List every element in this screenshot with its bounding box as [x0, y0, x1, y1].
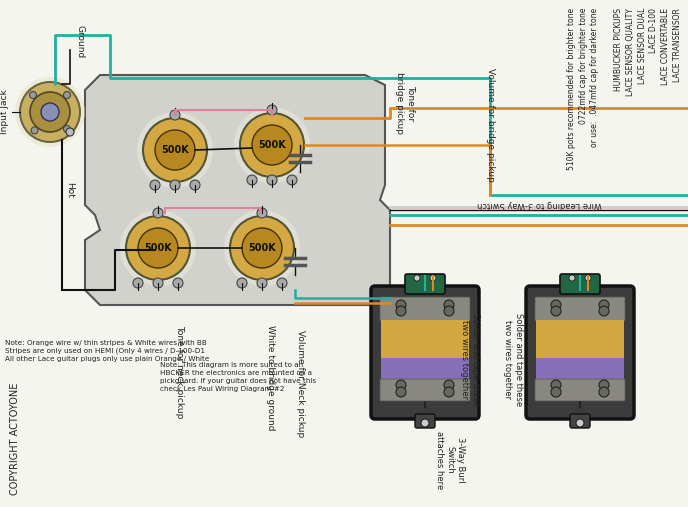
- Circle shape: [41, 103, 59, 121]
- Circle shape: [155, 130, 195, 170]
- Text: Volume for bridge pickup: Volume for bridge pickup: [486, 68, 495, 182]
- FancyBboxPatch shape: [381, 320, 469, 358]
- FancyBboxPatch shape: [526, 286, 634, 419]
- Circle shape: [138, 228, 178, 268]
- Text: Wire Leading to 3-Way Switch: Wire Leading to 3-Way Switch: [477, 200, 603, 209]
- Circle shape: [247, 175, 257, 185]
- Circle shape: [444, 300, 454, 310]
- Circle shape: [153, 278, 163, 288]
- FancyBboxPatch shape: [570, 414, 590, 428]
- Circle shape: [444, 387, 454, 397]
- Circle shape: [230, 216, 294, 280]
- Circle shape: [153, 208, 163, 218]
- Circle shape: [287, 175, 297, 185]
- Circle shape: [599, 380, 609, 390]
- Circle shape: [551, 306, 561, 316]
- FancyBboxPatch shape: [380, 379, 470, 401]
- Polygon shape: [85, 75, 390, 305]
- Circle shape: [421, 419, 429, 427]
- Text: Note: This diagram is more suited to an
HBCKER the electronics are mounted on a
: Note: This diagram is more suited to an …: [160, 362, 316, 392]
- FancyBboxPatch shape: [560, 274, 600, 294]
- Circle shape: [576, 419, 584, 427]
- Circle shape: [63, 125, 70, 132]
- Circle shape: [30, 92, 70, 132]
- Text: Tone for neck pickup: Tone for neck pickup: [175, 325, 184, 418]
- Circle shape: [126, 216, 190, 280]
- Text: Solder and tape these
two wires together: Solder and tape these two wires together: [460, 313, 480, 407]
- Text: Hot: Hot: [65, 182, 74, 198]
- FancyBboxPatch shape: [536, 320, 624, 358]
- Text: 510K pots recommended for brighter tone
0722mfd cap for brighter tone
or use:  .: 510K pots recommended for brighter tone …: [567, 8, 682, 170]
- Circle shape: [190, 180, 200, 190]
- Circle shape: [551, 380, 561, 390]
- Circle shape: [267, 175, 277, 185]
- Circle shape: [599, 300, 609, 310]
- Circle shape: [569, 275, 575, 281]
- Circle shape: [63, 92, 70, 98]
- Circle shape: [444, 380, 454, 390]
- Circle shape: [237, 278, 247, 288]
- Circle shape: [31, 127, 38, 134]
- Circle shape: [414, 275, 420, 281]
- Circle shape: [551, 300, 561, 310]
- Circle shape: [66, 128, 74, 136]
- Circle shape: [20, 82, 80, 142]
- Circle shape: [257, 278, 267, 288]
- Circle shape: [585, 275, 591, 281]
- Text: Input Jack: Input Jack: [1, 90, 10, 134]
- FancyBboxPatch shape: [371, 286, 479, 419]
- Text: 500K: 500K: [258, 140, 286, 150]
- Circle shape: [267, 105, 277, 115]
- Circle shape: [396, 306, 406, 316]
- Circle shape: [396, 380, 406, 390]
- Circle shape: [396, 387, 406, 397]
- Circle shape: [551, 387, 561, 397]
- Circle shape: [224, 210, 300, 286]
- Text: Tone for
bridge pickup: Tone for bridge pickup: [396, 72, 415, 134]
- Circle shape: [277, 278, 287, 288]
- Text: Volume for Neck pickup: Volume for Neck pickup: [296, 330, 305, 437]
- Text: Ground: Ground: [76, 25, 85, 59]
- Circle shape: [173, 278, 183, 288]
- Circle shape: [252, 125, 292, 165]
- Text: COPYRIGHT ACTOYONE: COPYRIGHT ACTOYONE: [10, 383, 20, 495]
- FancyBboxPatch shape: [415, 414, 435, 428]
- Circle shape: [242, 228, 282, 268]
- Circle shape: [120, 210, 196, 286]
- Circle shape: [234, 107, 310, 183]
- Circle shape: [133, 278, 143, 288]
- Circle shape: [170, 110, 180, 120]
- FancyBboxPatch shape: [380, 297, 470, 321]
- FancyBboxPatch shape: [405, 274, 445, 294]
- FancyBboxPatch shape: [535, 297, 625, 321]
- Circle shape: [599, 306, 609, 316]
- Circle shape: [430, 275, 436, 281]
- Text: 500K: 500K: [161, 145, 189, 155]
- Circle shape: [30, 92, 36, 98]
- Circle shape: [599, 387, 609, 397]
- Circle shape: [444, 306, 454, 316]
- FancyBboxPatch shape: [536, 358, 624, 380]
- Text: 500K: 500K: [248, 243, 276, 253]
- Circle shape: [137, 112, 213, 188]
- FancyBboxPatch shape: [535, 379, 625, 401]
- Circle shape: [143, 118, 207, 182]
- Circle shape: [150, 180, 160, 190]
- FancyBboxPatch shape: [381, 358, 469, 380]
- Text: Note: Orange wire w/ thin stripes & White wires with BB
Stripes are only used on: Note: Orange wire w/ thin stripes & Whit…: [5, 340, 209, 363]
- Text: 3-Way Burl
Switch
attaches here: 3-Way Burl Switch attaches here: [435, 431, 465, 489]
- Circle shape: [257, 208, 267, 218]
- Circle shape: [170, 180, 180, 190]
- Text: 500K: 500K: [144, 243, 172, 253]
- Circle shape: [15, 77, 85, 147]
- Text: White to bridge ground: White to bridge ground: [266, 325, 275, 430]
- Text: Solder and tape these
two wires together: Solder and tape these two wires together: [504, 313, 523, 407]
- Circle shape: [240, 113, 304, 177]
- Circle shape: [396, 300, 406, 310]
